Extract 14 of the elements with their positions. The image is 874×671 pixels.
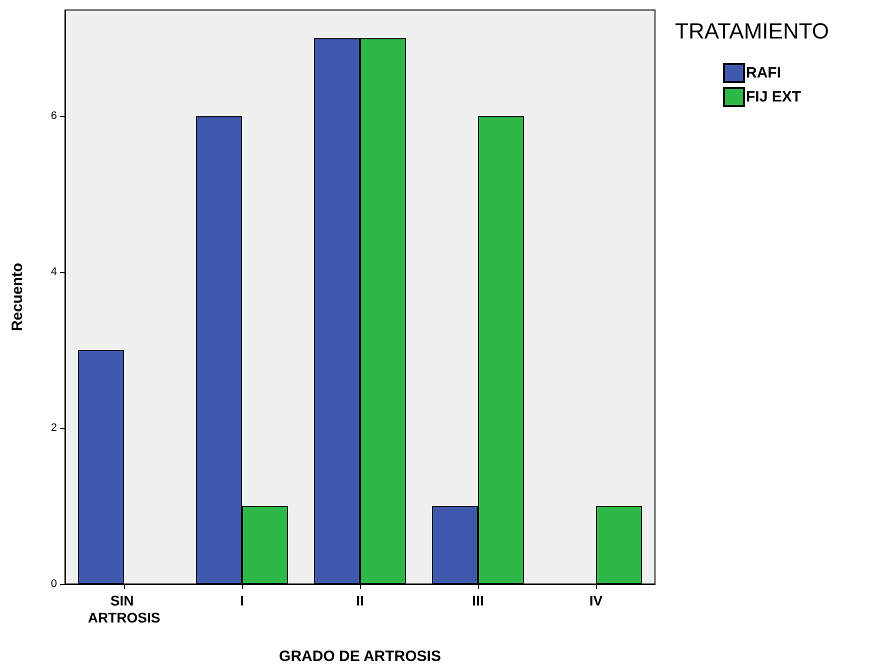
x-tick-label: IV [589, 592, 604, 608]
y-tick-label: 2 [50, 422, 57, 434]
x-tick-label: SIN ARTROSIS [88, 592, 160, 626]
y-tick-label: 6 [50, 110, 57, 122]
y-tick-label: 4 [50, 266, 57, 278]
legend-label: RAFI [746, 64, 781, 82]
legend-title: TRATAMIENTO [675, 18, 829, 44]
legend-label: FIJ EXT [746, 88, 802, 106]
y-axis-title: Recuento [9, 262, 26, 332]
x-tick-label: II [356, 592, 364, 608]
y-tick-label: 0 [50, 578, 57, 590]
x-tick-label: III [472, 592, 484, 608]
x-tick-label: I [240, 592, 244, 608]
x-axis-title: GRADO DE ARTROSIS [279, 648, 441, 665]
